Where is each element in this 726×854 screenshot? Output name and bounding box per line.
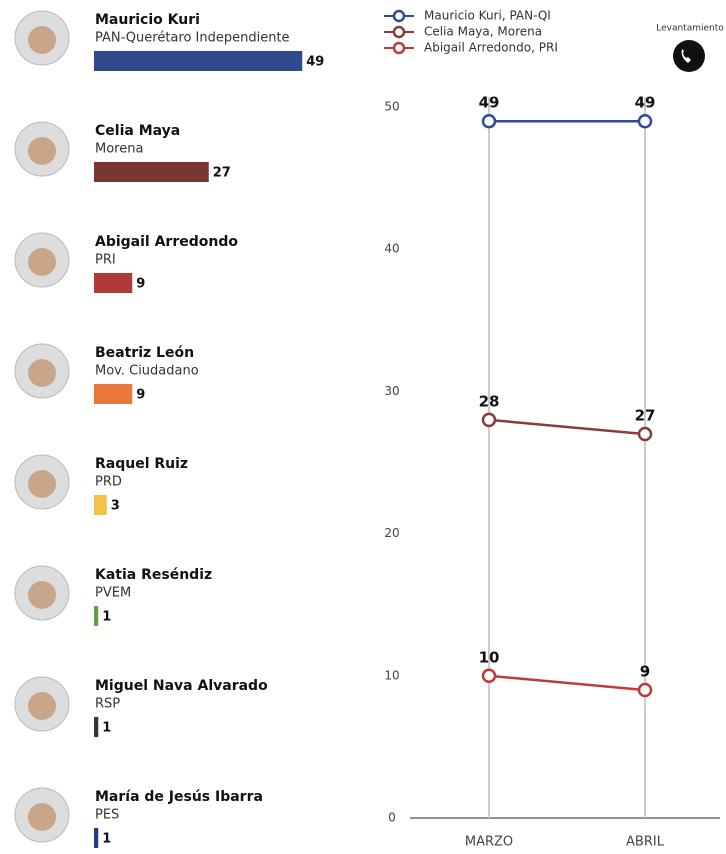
candidate-face bbox=[28, 470, 56, 498]
point bbox=[639, 115, 651, 127]
series-line bbox=[489, 676, 645, 690]
point bbox=[483, 115, 495, 127]
page: Levantamiento Mauricio Kuri PAN-Querétaro… bbox=[0, 0, 726, 850]
x-tick-label: ABRIL bbox=[626, 835, 665, 850]
y-tick-label: 50 bbox=[384, 100, 399, 114]
bar bbox=[94, 51, 302, 71]
party-name: RSP bbox=[95, 697, 120, 712]
x-tick-label: MARZO bbox=[465, 835, 513, 850]
candidate-face bbox=[28, 803, 56, 831]
party-name: Mov. Ciudadano bbox=[95, 364, 199, 379]
candidate-face bbox=[28, 248, 56, 276]
party-name: PRI bbox=[95, 253, 116, 268]
candidate-face bbox=[28, 692, 56, 720]
point-label: 10 bbox=[479, 648, 500, 666]
bar bbox=[94, 495, 107, 515]
candidate-face bbox=[28, 137, 56, 165]
y-tick-label: 40 bbox=[384, 242, 399, 256]
phone-icon[interactable] bbox=[673, 40, 705, 72]
candidate-face bbox=[28, 581, 56, 609]
bar-value: 1 bbox=[102, 610, 111, 625]
bar bbox=[94, 606, 98, 626]
candidate-face bbox=[28, 26, 56, 54]
point bbox=[639, 428, 651, 440]
bar-value: 49 bbox=[306, 55, 324, 70]
point bbox=[483, 670, 495, 682]
y-tick-label: 10 bbox=[384, 668, 399, 682]
party-name: PES bbox=[95, 808, 119, 823]
survey-label: Levantamiento bbox=[656, 24, 724, 34]
y-tick-label: 20 bbox=[384, 526, 399, 540]
candidate-name: Abigail Arredondo bbox=[95, 234, 238, 250]
legend-label: Mauricio Kuri, PAN-QI bbox=[424, 9, 551, 23]
candidate-name: Beatriz León bbox=[95, 345, 194, 361]
candidate-face bbox=[28, 359, 56, 387]
candidate-name: Mauricio Kuri bbox=[95, 12, 200, 28]
bar-value: 9 bbox=[136, 277, 145, 292]
bar bbox=[94, 273, 132, 293]
y-tick-label: 0 bbox=[388, 811, 396, 825]
legend-label: Abigail Arredondo, PRI bbox=[424, 41, 558, 55]
bar-value: 1 bbox=[102, 721, 111, 736]
candidate-name: Celia Maya bbox=[95, 123, 180, 139]
party-name: Morena bbox=[95, 142, 143, 157]
bar-value: 27 bbox=[213, 166, 231, 181]
point-label: 28 bbox=[479, 392, 500, 410]
point bbox=[483, 414, 495, 426]
bar-value: 1 bbox=[102, 832, 111, 847]
party-name: PAN-Querétaro Independiente bbox=[95, 31, 290, 46]
candidate-name: Raquel Ruiz bbox=[95, 456, 188, 472]
legend-marker bbox=[394, 43, 404, 53]
point-label: 49 bbox=[635, 94, 656, 112]
point-label: 9 bbox=[640, 663, 650, 681]
bar bbox=[94, 384, 132, 404]
legend-marker bbox=[394, 11, 404, 21]
party-name: PVEM bbox=[95, 586, 131, 601]
candidate-name: María de Jesús Ibarra bbox=[95, 789, 263, 805]
bar bbox=[94, 717, 98, 737]
bar-value: 9 bbox=[136, 388, 145, 403]
legend-marker bbox=[394, 27, 404, 37]
legend-label: Celia Maya, Morena bbox=[424, 25, 542, 39]
series-line bbox=[489, 420, 645, 434]
candidate-name: Miguel Nava Alvarado bbox=[95, 678, 268, 694]
party-name: PRD bbox=[95, 475, 122, 490]
bar-value: 3 bbox=[111, 499, 120, 514]
point-label: 27 bbox=[635, 407, 656, 425]
bar bbox=[94, 162, 209, 182]
point-label: 49 bbox=[479, 94, 500, 112]
y-tick-label: 30 bbox=[384, 384, 399, 398]
candidate-name: Katia Reséndiz bbox=[95, 567, 212, 583]
bar bbox=[94, 828, 98, 848]
point bbox=[639, 684, 651, 696]
